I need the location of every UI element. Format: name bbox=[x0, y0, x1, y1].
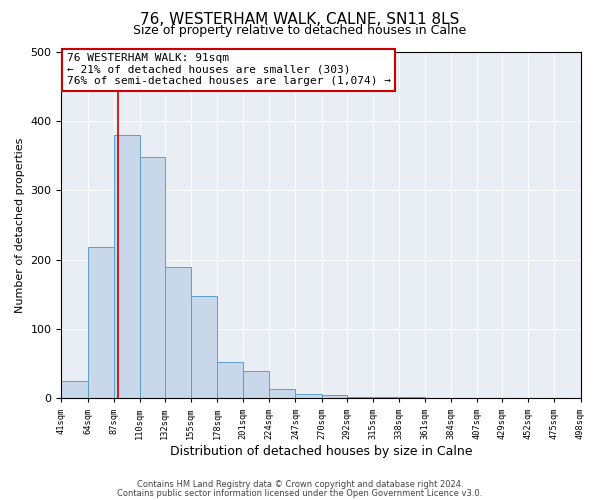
Bar bbox=[88, 247, 113, 398]
Text: Contains public sector information licensed under the Open Government Licence v3: Contains public sector information licen… bbox=[118, 488, 482, 498]
Bar bbox=[373, 397, 399, 398]
Bar bbox=[113, 135, 140, 398]
Bar bbox=[269, 390, 295, 398]
Bar bbox=[399, 397, 425, 398]
Bar bbox=[140, 157, 165, 398]
Bar bbox=[322, 395, 347, 398]
Bar bbox=[217, 362, 243, 399]
Bar bbox=[165, 266, 191, 398]
Text: Size of property relative to detached houses in Calne: Size of property relative to detached ho… bbox=[133, 24, 467, 37]
Y-axis label: Number of detached properties: Number of detached properties bbox=[15, 138, 25, 312]
Bar bbox=[61, 381, 88, 398]
X-axis label: Distribution of detached houses by size in Calne: Distribution of detached houses by size … bbox=[170, 444, 472, 458]
Bar bbox=[191, 296, 217, 398]
Bar bbox=[347, 397, 373, 398]
Bar bbox=[295, 394, 322, 398]
Text: 76, WESTERHAM WALK, CALNE, SN11 8LS: 76, WESTERHAM WALK, CALNE, SN11 8LS bbox=[140, 12, 460, 28]
Text: 76 WESTERHAM WALK: 91sqm
← 21% of detached houses are smaller (303)
76% of semi-: 76 WESTERHAM WALK: 91sqm ← 21% of detach… bbox=[67, 53, 391, 86]
Text: Contains HM Land Registry data © Crown copyright and database right 2024.: Contains HM Land Registry data © Crown c… bbox=[137, 480, 463, 489]
Bar bbox=[243, 370, 269, 398]
